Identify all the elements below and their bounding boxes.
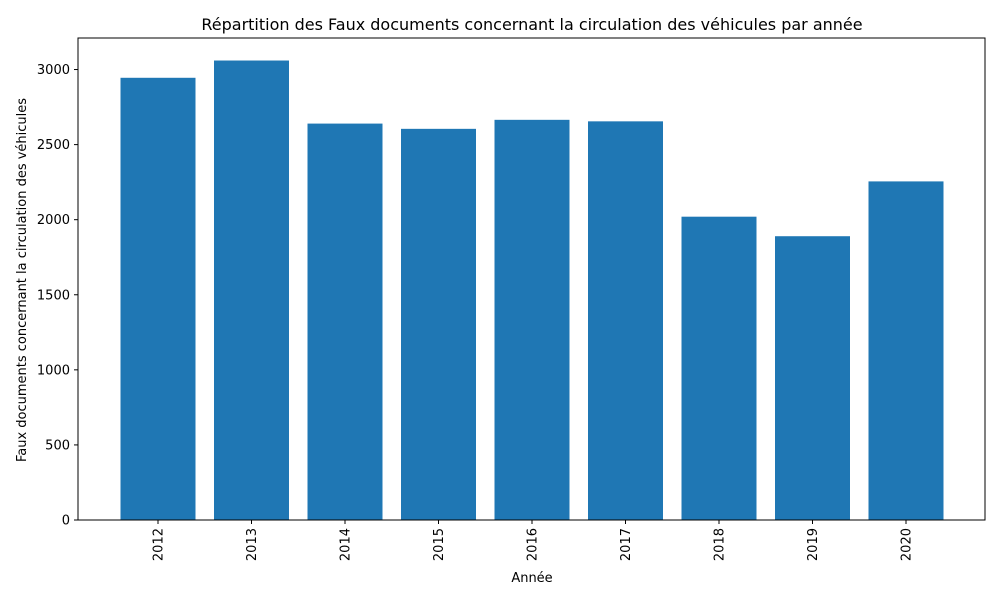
y-tick-label: 500	[45, 438, 70, 453]
bar-2015	[401, 128, 476, 520]
y-axis-label: Faux documents concernant la circulation…	[15, 98, 30, 462]
x-axis-label: Année	[511, 571, 552, 586]
x-tick-label: 2015	[432, 528, 447, 561]
y-tick-label: 3000	[37, 63, 70, 78]
x-tick-label: 2020	[900, 528, 915, 561]
bar-2017	[588, 121, 663, 520]
x-tick-label: 2017	[619, 528, 634, 561]
y-tick-label: 2000	[37, 213, 70, 228]
bar-2014	[307, 123, 383, 520]
bar-2020	[868, 181, 944, 520]
y-tick-label: 1000	[37, 363, 70, 378]
x-tick-label: 2014	[339, 528, 354, 561]
bar-2012	[120, 77, 196, 520]
plot-area: 0 500 1000 1500 2000 2500 3000 2012 2013 2014 2015…	[37, 37, 986, 561]
bar-2016	[494, 119, 570, 520]
y-tick-label: 2500	[37, 138, 70, 153]
y-tick-label: 1500	[37, 288, 70, 303]
x-tick-label: 2013	[245, 528, 260, 561]
chart-title: Répartition des Faux documents concernan…	[201, 15, 862, 34]
bar-2018	[681, 216, 757, 520]
bar-2013	[214, 60, 289, 521]
y-tick-label: 0	[62, 514, 70, 529]
x-tick-label: 2019	[806, 528, 821, 561]
x-tick-label: 2012	[152, 528, 167, 561]
x-tick-label: 2016	[526, 528, 541, 561]
bar-2019	[775, 236, 850, 520]
x-tick-label: 2018	[713, 528, 728, 561]
